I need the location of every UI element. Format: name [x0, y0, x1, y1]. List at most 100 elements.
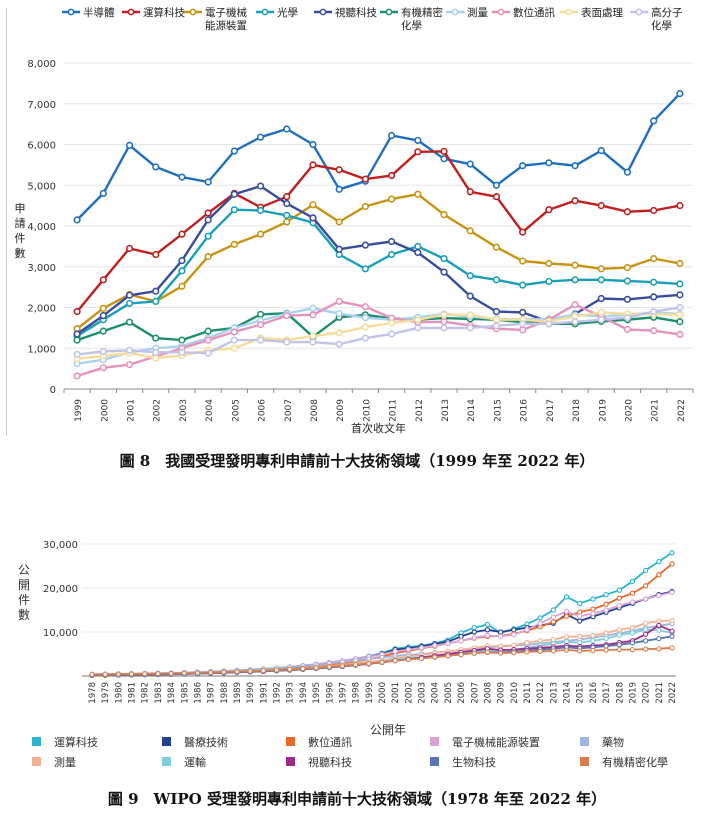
y-axis-title: 公開件數	[18, 563, 30, 622]
data-point	[519, 281, 527, 289]
data-point	[492, 181, 501, 189]
data-point	[287, 666, 293, 673]
x-tick-label: 2015	[493, 399, 503, 422]
data-point	[178, 267, 186, 275]
data-point	[676, 259, 684, 268]
data-point	[656, 558, 662, 565]
legend-label: 生物科技	[452, 755, 496, 769]
data-point	[445, 640, 451, 647]
data-point	[458, 633, 464, 640]
data-point	[418, 645, 425, 651]
legend-marker	[67, 8, 75, 16]
data-point	[89, 671, 95, 678]
data-point	[466, 272, 474, 280]
data-point	[623, 277, 632, 285]
data-point	[466, 311, 474, 319]
data-point	[642, 638, 649, 644]
data-point	[204, 336, 212, 344]
data-point	[519, 257, 527, 265]
data-point	[519, 326, 527, 334]
data-point	[563, 647, 570, 653]
data-point	[440, 311, 448, 319]
data-point	[283, 218, 291, 226]
data-point	[656, 635, 662, 642]
data-point	[616, 627, 622, 633]
data-point	[616, 642, 622, 648]
data-point	[676, 89, 684, 98]
y-tick-label: 4,000	[27, 222, 56, 233]
data-point	[392, 657, 398, 664]
legend-swatch	[430, 757, 439, 766]
data-point	[283, 125, 291, 133]
data-point	[484, 632, 491, 639]
data-point	[256, 336, 265, 344]
data-point	[492, 307, 501, 316]
x-tick-label: 1988	[220, 682, 230, 704]
data-point	[519, 228, 527, 236]
data-point	[623, 295, 632, 303]
data-point	[497, 650, 504, 656]
data-point	[563, 634, 570, 640]
data-point	[545, 259, 553, 268]
data-point	[361, 175, 369, 183]
x-tick-label: 2020	[642, 682, 652, 704]
data-point	[550, 636, 557, 643]
data-point	[492, 322, 501, 330]
data-point	[388, 195, 396, 203]
data-point	[388, 131, 396, 140]
x-tick-label: 1991	[259, 682, 269, 704]
data-point	[178, 230, 186, 238]
caption-fig8: 圖 8 我國受理發明專利申請前十大技術領域（1999 年至 2022 年）	[119, 452, 595, 470]
legend-label: 測量	[54, 755, 76, 769]
x-tick-label: 2008	[483, 682, 493, 704]
x-tick-label: 1987	[207, 682, 217, 704]
data-point	[234, 669, 240, 675]
data-point	[623, 263, 632, 272]
y-tick-label: 5,000	[27, 181, 56, 192]
data-point	[260, 668, 267, 674]
data-point	[597, 202, 605, 210]
data-point	[256, 321, 265, 329]
data-point	[388, 330, 396, 338]
data-point	[388, 319, 396, 327]
x-tick-label: 2022	[677, 399, 687, 422]
x-tick-label: 2002	[153, 399, 163, 422]
x-tick-label: 2003	[418, 682, 428, 704]
legend-marker	[497, 8, 505, 16]
data-point	[563, 613, 570, 619]
x-tick-label: 2007	[284, 399, 294, 422]
x-tick-label: 1978	[88, 682, 98, 704]
series-line	[76, 150, 681, 313]
data-point	[571, 261, 579, 269]
data-point	[577, 618, 583, 624]
data-point	[335, 329, 343, 337]
data-point	[524, 639, 530, 646]
data-point	[563, 608, 570, 614]
data-point	[511, 650, 517, 656]
data-point	[492, 316, 501, 324]
data-point	[204, 178, 212, 186]
data-point	[73, 350, 81, 358]
data-point	[616, 632, 622, 638]
data-point	[571, 318, 579, 326]
data-point	[181, 670, 187, 676]
data-point	[603, 630, 609, 636]
data-point	[597, 294, 605, 303]
data-point	[590, 647, 596, 654]
series-line	[76, 184, 680, 335]
x-tick-label: 1992	[273, 682, 283, 704]
legend-marker	[385, 8, 393, 16]
legend-label: 測量	[467, 6, 488, 19]
data-point	[440, 255, 448, 263]
data-point	[414, 148, 422, 156]
x-tick-label: 2010	[362, 399, 372, 422]
data-point	[309, 332, 317, 340]
data-point	[669, 617, 675, 624]
data-point	[230, 206, 238, 214]
x-tick-label: 2011	[389, 399, 399, 422]
data-point	[577, 633, 583, 640]
data-point	[221, 669, 227, 675]
data-point	[545, 320, 553, 328]
x-tick-label: 1998	[352, 682, 362, 704]
y-tick-label: 1,000	[27, 344, 56, 355]
